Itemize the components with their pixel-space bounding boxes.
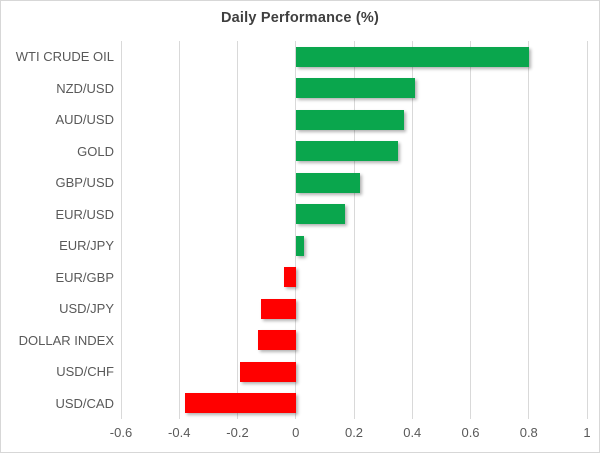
x-tick-label: 0.2: [344, 425, 364, 440]
bar-wti-crude-oil: [295, 46, 529, 67]
gridline: [295, 41, 297, 419]
category-label-dollar-index: DOLLAR INDEX: [18, 332, 114, 348]
bar-gold: [295, 141, 398, 162]
gridline: [237, 41, 238, 419]
gridline: [528, 41, 530, 419]
x-tick-label: -0.4: [168, 425, 191, 440]
plot-area: [120, 41, 588, 419]
gridline: [353, 41, 355, 419]
bar-usd-jpy: [260, 298, 296, 319]
bar-aud-usd: [295, 109, 404, 130]
category-label-eur-jpy: EUR/JPY: [59, 238, 114, 253]
bar-usd-cad: [185, 393, 296, 414]
category-label-eur-usd: EUR/USD: [55, 206, 114, 222]
gridline: [586, 41, 588, 419]
gridline: [120, 41, 122, 419]
gridline: [178, 41, 180, 419]
category-label-eur-gbp: EUR/GBP: [55, 269, 114, 285]
bar-eur-usd: [295, 204, 346, 225]
category-label-wti-crude-oil: WTI CRUDE OIL: [15, 49, 114, 64]
x-tick-label: -0.6: [109, 425, 133, 440]
x-tick-label: 0.6: [461, 425, 480, 440]
chart-title: Daily Performance (%): [220, 10, 380, 26]
bar-nzd-usd: [295, 78, 416, 99]
bar-eur-gbp: [284, 267, 296, 288]
category-label-gold: GOLD: [77, 143, 114, 159]
x-tick-label: 1: [583, 425, 591, 440]
category-label-nzd-usd: NZD/USD: [56, 80, 114, 96]
category-label-gbp-usd: GBP/USD: [55, 175, 114, 190]
bar-gbp-usd: [295, 172, 360, 193]
category-label-usd-cad: USD/CAD: [55, 395, 114, 411]
gridline: [470, 41, 471, 419]
x-tick-label: 0: [292, 425, 300, 440]
gridline: [411, 41, 413, 419]
x-tick-label: 0.8: [519, 425, 538, 440]
category-label-usd-jpy: USD/JPY: [59, 301, 114, 316]
bar-eur-jpy: [295, 235, 305, 256]
x-tick-label: 0.4: [403, 425, 422, 440]
bar-dollar-index: [257, 330, 296, 351]
category-label-usd-chf: USD/CHF: [56, 364, 114, 379]
x-tick-label: -0.2: [226, 425, 249, 440]
category-label-aud-usd: AUD/USD: [55, 112, 114, 127]
bar-usd-chf: [240, 361, 296, 382]
